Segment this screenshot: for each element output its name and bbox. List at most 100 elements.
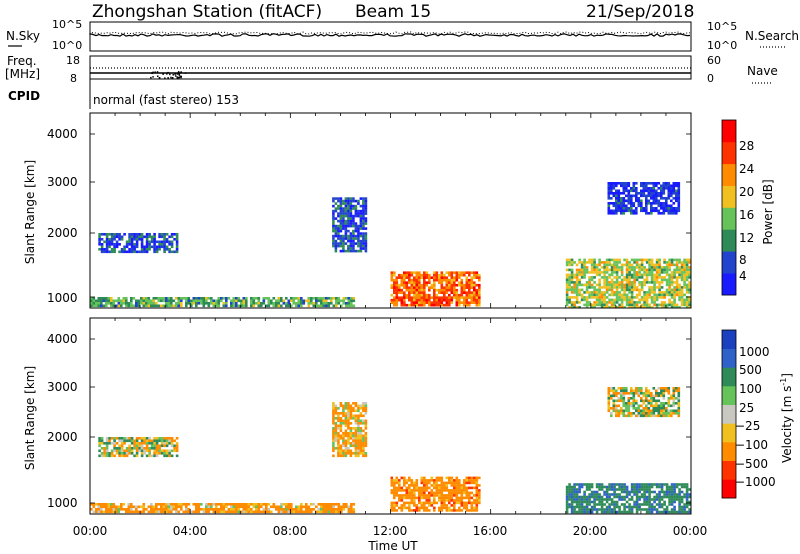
velocity-echo-cell <box>575 483 579 486</box>
velocity-echo-cell <box>364 437 368 440</box>
power-echo-cell <box>435 301 439 304</box>
velocity-echo-cell <box>605 510 609 514</box>
power-echo-cell <box>660 281 664 284</box>
velocity-echo-cell <box>665 510 669 514</box>
velocity-echo-cell <box>450 481 454 485</box>
vel-cbar-tick-neg1000: −1000 <box>735 475 776 489</box>
power-echo-cell <box>677 182 681 185</box>
power-echo-cell <box>605 291 609 294</box>
velocity-echo-cell <box>110 454 114 458</box>
power-echo-cell <box>670 207 673 210</box>
velocity-echo-cell <box>170 444 174 448</box>
power-echo-cell <box>418 293 421 297</box>
velocity-echo-cell <box>260 510 263 514</box>
power-echo-cell <box>342 247 345 250</box>
power-echo-cell <box>165 233 169 236</box>
velocity-echo-cell <box>165 510 168 514</box>
power-echo-cell <box>607 184 611 188</box>
power-echo-cell <box>415 281 419 284</box>
velocity-echo-cell <box>612 387 616 390</box>
power-echo-cell <box>667 192 671 195</box>
power-echo-cell <box>334 244 338 248</box>
power-echo-cell <box>680 291 684 294</box>
velocity-echo-cell <box>354 449 358 453</box>
power-echo-cell <box>347 297 351 300</box>
velocity-echo-cell <box>267 503 271 506</box>
power-echo-cell <box>443 286 446 289</box>
power-echo-cell <box>648 271 651 274</box>
power-echo-cell <box>190 299 193 303</box>
velocity-echo-cell <box>583 508 586 511</box>
power-echo-cell <box>632 182 636 185</box>
power-echo-cell <box>415 288 419 292</box>
power-echo-cell <box>607 187 611 190</box>
power-echo-cell <box>620 202 623 205</box>
power-echo-cell <box>670 209 673 213</box>
power-echo-cell <box>98 243 101 246</box>
power-echo-cell <box>342 249 345 253</box>
date-label: 21/Sep/2018 <box>586 2 694 22</box>
velocity-echo-cell <box>615 510 619 514</box>
power-echo-cell <box>603 261 606 264</box>
power-echo-cell <box>617 197 621 200</box>
power-echo-cell <box>337 237 340 240</box>
power-echo-cell <box>625 187 628 190</box>
velocity-echo-cell <box>445 506 449 510</box>
velocity-echo-cell <box>97 503 101 506</box>
velocity-echo-cell <box>600 488 604 491</box>
power-echo-cell <box>638 276 641 279</box>
velocity-echo-cell <box>130 505 133 509</box>
velocity-echo-cell <box>207 508 211 511</box>
power-echo-cell <box>167 304 171 308</box>
power-echo-cell <box>607 204 611 208</box>
power-colorbar-swatch <box>722 163 736 186</box>
velocity-echo-cell <box>655 498 659 501</box>
velocity-echo-cell <box>470 506 474 510</box>
power-echo-cell <box>478 291 481 294</box>
power-echo-cell <box>393 278 396 282</box>
power-echo-cell <box>685 273 689 277</box>
velocity-echo-cell <box>593 493 596 496</box>
velocity-echo-cell <box>415 489 419 492</box>
velocity-echo-cell <box>600 505 604 509</box>
velocity-echo-cell <box>322 503 326 506</box>
power-echo-cell <box>583 276 586 279</box>
velocity-echo-cell <box>583 500 586 504</box>
velocity-echo-cell <box>362 454 365 458</box>
power-echo-cell <box>665 261 669 264</box>
velocity-echo-cell <box>339 434 343 438</box>
power-echo-cell <box>128 250 131 254</box>
nave-dip-dot <box>184 72 187 74</box>
velocity-echo-cell <box>588 503 591 506</box>
power-echo-cell <box>362 209 365 213</box>
velocity-echo-cell <box>415 484 419 487</box>
power-echo-cell <box>565 301 569 304</box>
velocity-echo-cell <box>173 449 176 453</box>
power-echo-cell <box>607 192 611 195</box>
power-echo-cell <box>433 301 436 304</box>
power-echo-cell <box>658 273 661 277</box>
power-echo-cell <box>148 248 151 251</box>
velocity-echo-cell <box>630 495 634 499</box>
velocity-echo-cell <box>652 394 656 398</box>
velocity-echo-cell <box>100 508 103 511</box>
velocity-echo-cell <box>398 479 401 482</box>
velocity-echo-cell <box>143 437 146 440</box>
power-echo-cell <box>625 273 629 277</box>
power-echo-cell <box>573 288 576 292</box>
velocity-echo-cell <box>413 481 416 485</box>
velocity-echo-cell <box>428 491 431 495</box>
velocity-echo-cell <box>177 505 181 509</box>
velocity-echo-cell <box>475 506 479 510</box>
power-echo-cell <box>177 297 181 300</box>
power-echo-cell <box>330 297 333 300</box>
nave-dip-dot <box>171 77 173 80</box>
velocity-echo-cell <box>608 505 611 509</box>
power-echo-cell <box>175 243 179 246</box>
power-echo-cell <box>680 286 684 289</box>
power-echo-cell <box>337 207 340 210</box>
velocity-echo-cell <box>455 509 459 512</box>
power-echo-cell <box>478 288 481 292</box>
power-echo-cell <box>685 258 689 262</box>
power-echo-cell <box>468 278 471 282</box>
